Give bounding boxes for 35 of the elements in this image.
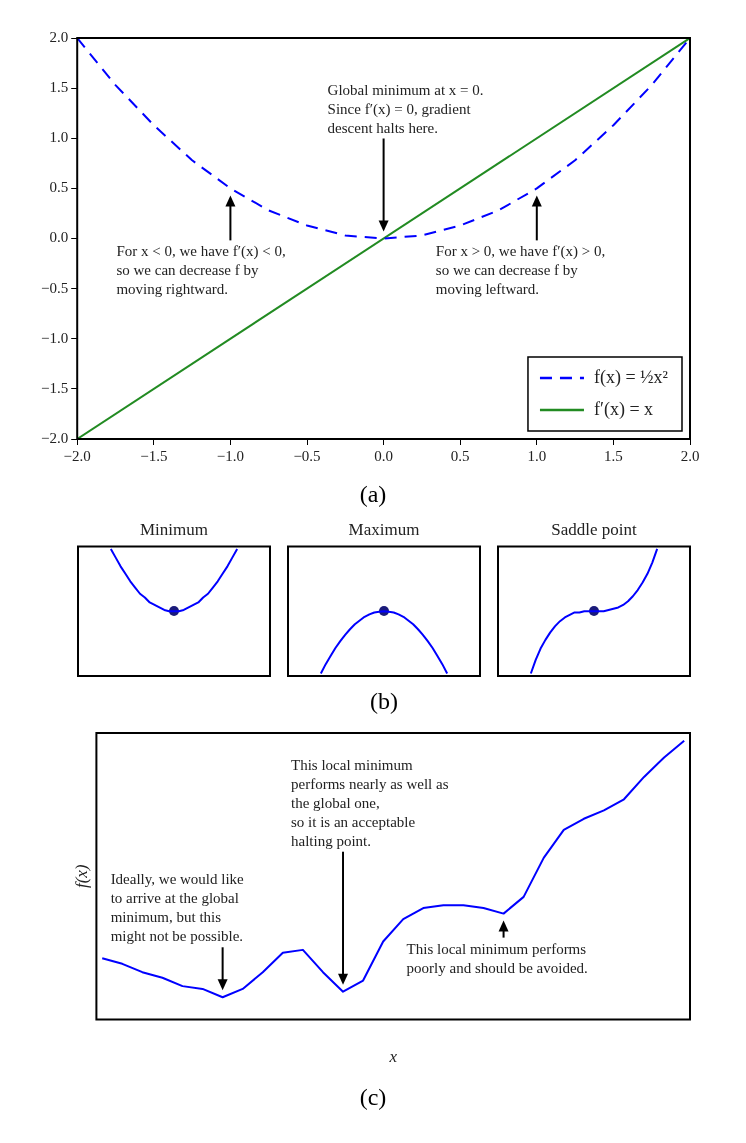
x-tick-label: −1.5 <box>140 447 168 464</box>
y-tick-label: −1.0 <box>40 329 69 346</box>
text: (c) <box>358 1084 388 1111</box>
x-tick-label: 0.0 <box>374 447 393 464</box>
x-tick-label: 2.0 <box>680 447 700 464</box>
line-series <box>77 38 690 240</box>
annotation: Global minimum at x = 0. Since f′(x) = 0, gradient descent halts here. <box>327 81 484 136</box>
annotation: Ideally, we would like to arrive at the global minimum, but this might not be possible. <box>110 871 245 945</box>
y-tick-label: 1.0 <box>49 129 69 146</box>
annotation: For x > 0, we have f′(x) > 0, so we can decrease f by moving leftward. <box>435 243 606 298</box>
y-tick-label: 0.5 <box>49 179 69 196</box>
chart-title: Saddle point <box>551 519 638 539</box>
annotation: For x < 0, we have f′(x) < 0, so we can decrease f by moving rightward. <box>116 243 286 298</box>
legend-label: f′(x) = x <box>593 398 654 420</box>
y-tick-label: 0.0 <box>49 229 69 246</box>
annotation: This local minimum performs nearly as well as the global one, so it is an acceptable halting point. <box>291 756 449 849</box>
chart-title: Minimum <box>139 519 209 539</box>
x-tick-label: −2.0 <box>63 447 91 464</box>
y-axis-title: f(x) <box>71 864 91 889</box>
x-axis-title: x <box>388 1047 398 1067</box>
x-tick-label: 0.5 <box>450 447 470 464</box>
legend-label: f(x) = ½x² <box>593 366 668 388</box>
text: (a) <box>358 481 388 508</box>
y-tick-label: 2.0 <box>49 28 69 45</box>
x-tick-label: 1.0 <box>527 447 547 464</box>
y-tick-label: −0.5 <box>40 279 69 296</box>
x-tick-label: −1.0 <box>216 447 245 464</box>
chart-title: Maximum <box>348 519 420 539</box>
y-tick-label: −1.5 <box>40 379 69 396</box>
text: (b) <box>369 688 399 715</box>
y-tick-label: −2.0 <box>40 429 69 446</box>
y-tick-label: 1.5 <box>49 79 69 96</box>
annotation: This local minimum performs poorly and should be avoided. <box>406 940 588 976</box>
x-tick-label: 1.5 <box>604 447 623 464</box>
x-tick-label: −0.5 <box>293 447 321 464</box>
